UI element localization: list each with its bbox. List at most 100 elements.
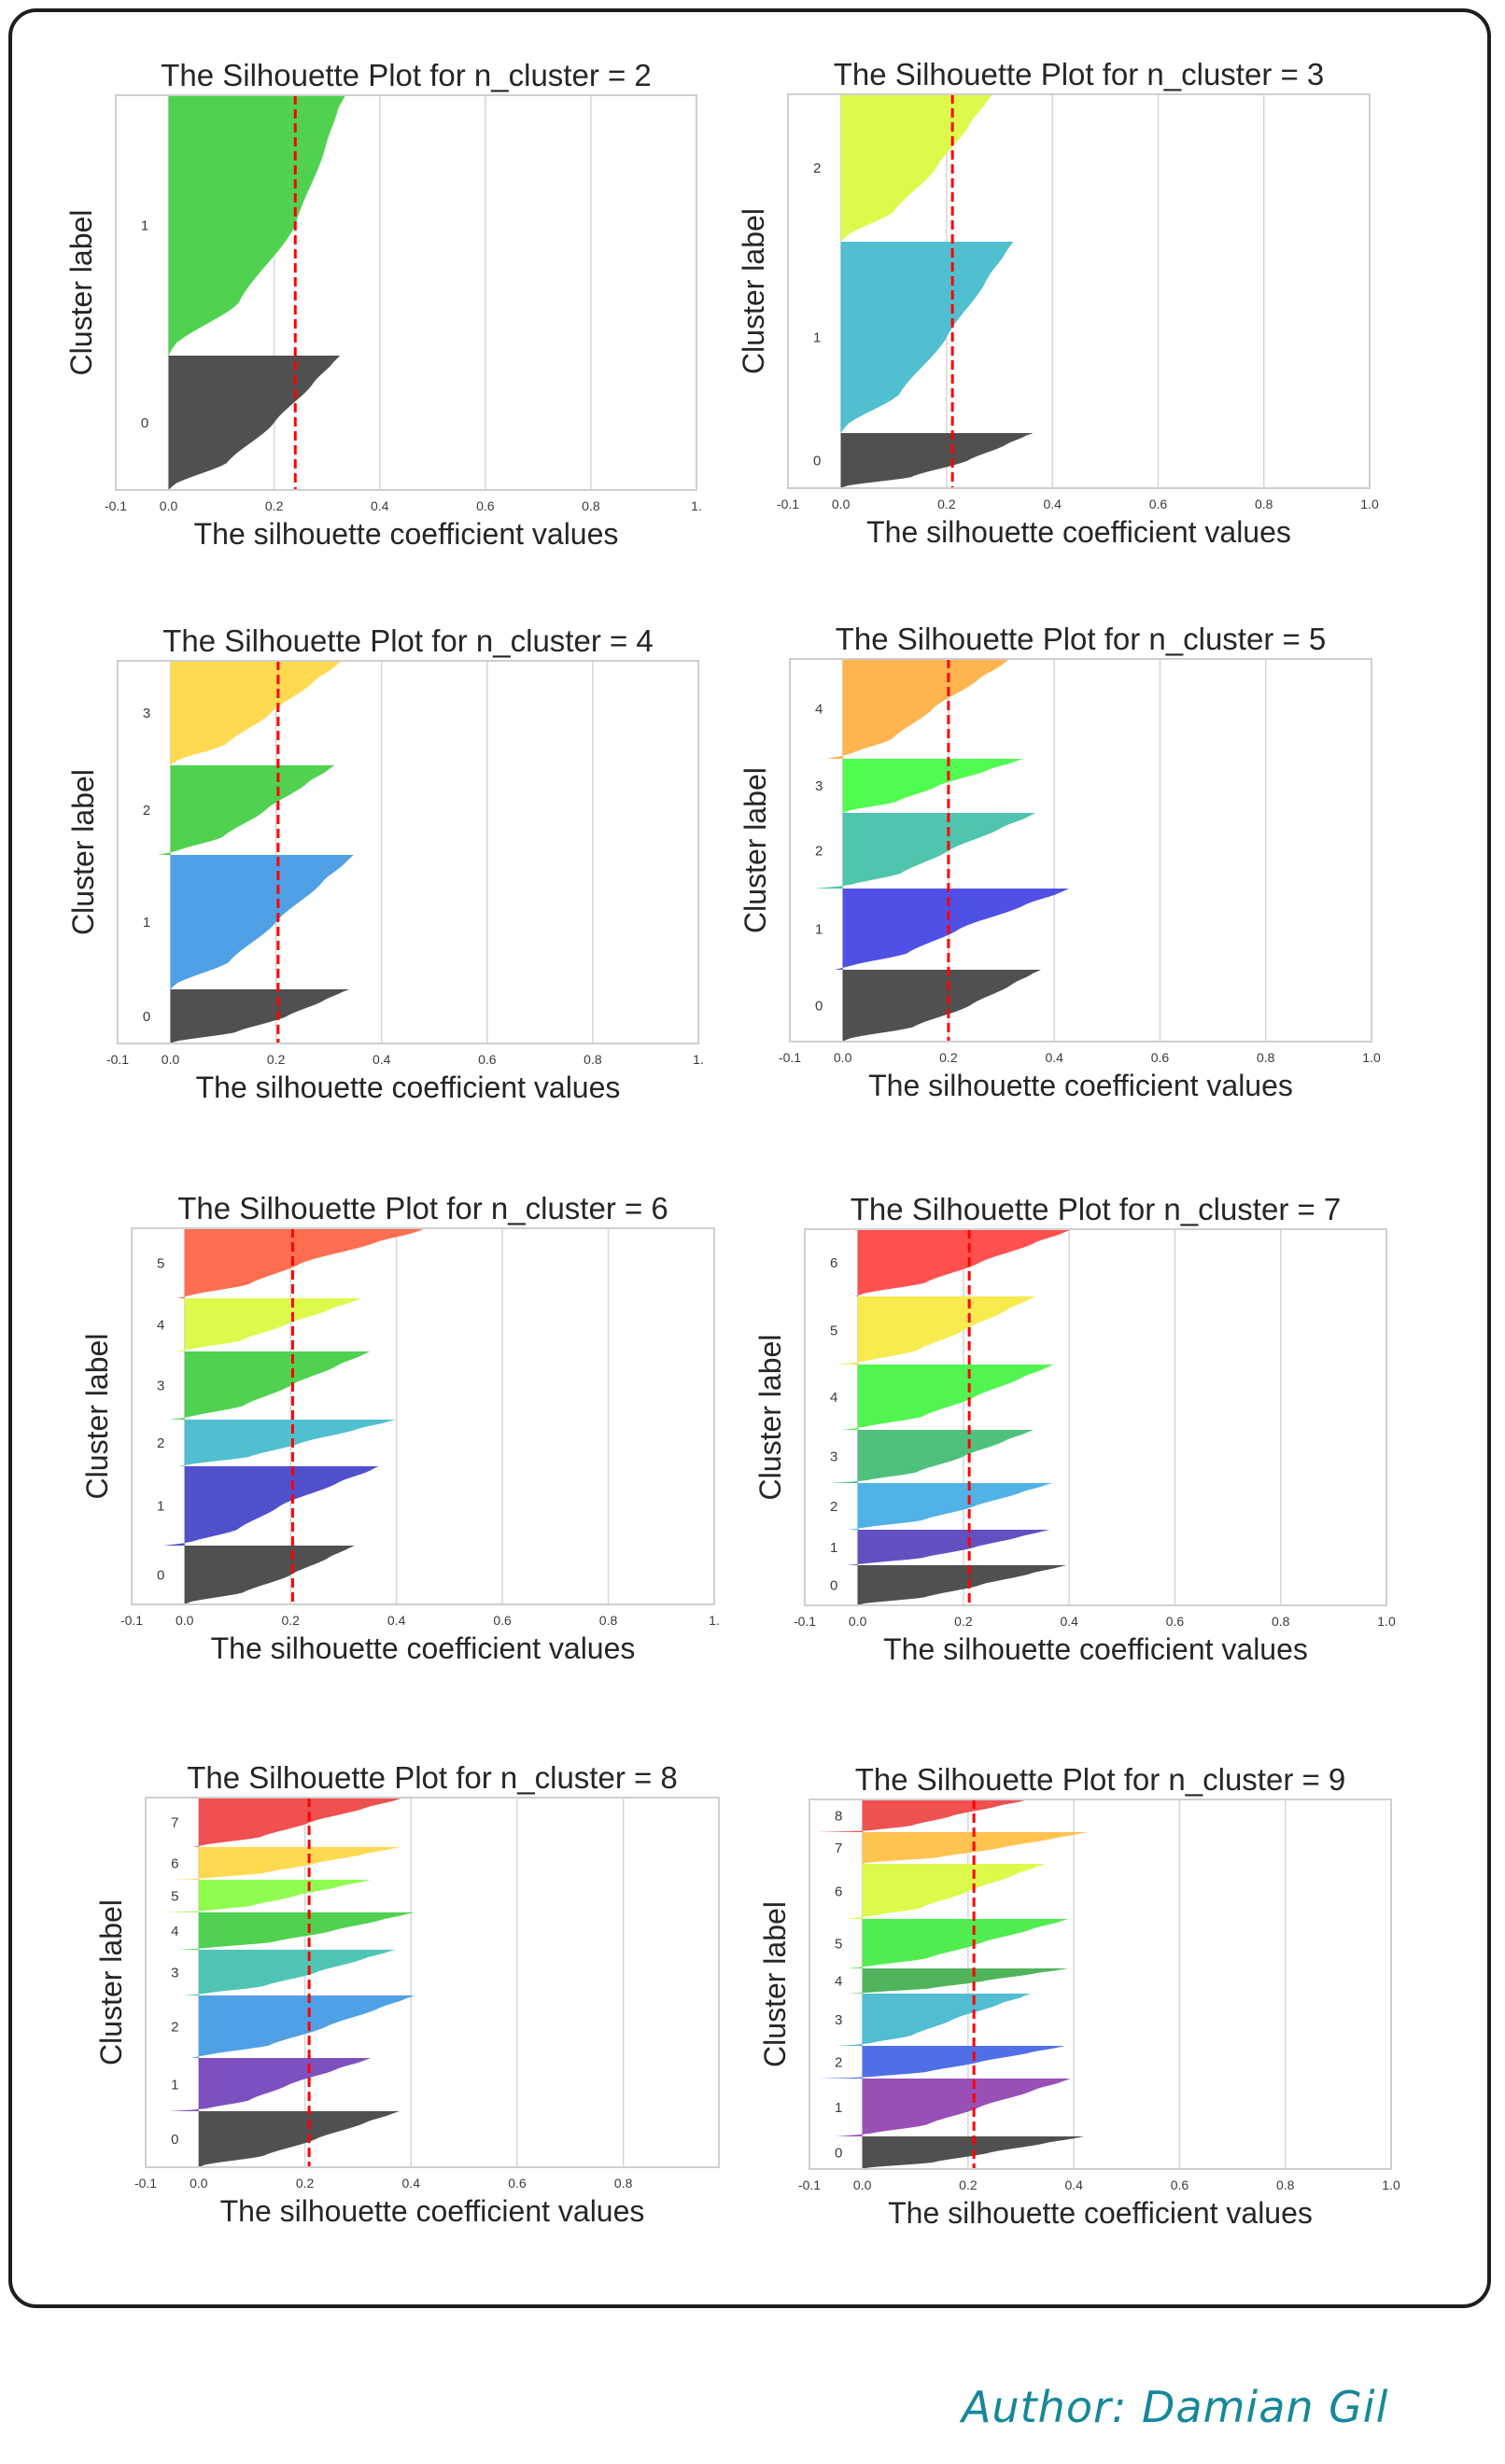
- cluster-silhouette-3: [836, 1994, 1031, 2046]
- cluster-label: 6: [835, 1884, 842, 1900]
- x-axis-label: The silhouette coefficient values: [866, 515, 1291, 549]
- cluster-silhouette-4: [174, 1298, 362, 1351]
- cluster-label: 5: [157, 1256, 164, 1272]
- y-axis-label: Cluster label: [753, 1335, 787, 1501]
- x-tick-label: 0.6: [478, 1052, 497, 1067]
- cluster-silhouette-7: [192, 1798, 404, 1847]
- x-tick-label: 0.2: [954, 1614, 973, 1629]
- cluster-label: 0: [815, 999, 823, 1015]
- cluster-silhouette-4: [177, 1912, 415, 1950]
- cluster-silhouette-5: [162, 1880, 372, 1912]
- cluster-label: 7: [835, 1841, 842, 1856]
- x-tick-label: 1.: [709, 1613, 720, 1628]
- cluster-label: 5: [830, 1323, 837, 1339]
- cluster-silhouette-5: [176, 1228, 427, 1298]
- silhouette-plot-n2: 0 1 -0.1 0.0 0.2 0.4 0.6 0.8 1. The Silhouette Pl…: [64, 58, 702, 551]
- cluster-silhouette-3: [169, 1351, 371, 1420]
- cluster-label: 4: [171, 1924, 178, 1939]
- y-axis-label: Cluster label: [94, 1899, 128, 2065]
- x-tick-label: 0.6: [476, 498, 495, 513]
- cluster-silhouette-1: [170, 855, 354, 989]
- x-tick-label: 1.0: [1360, 497, 1379, 511]
- x-tick-label: -0.1: [798, 2177, 821, 2192]
- x-tick-label: 0.6: [1166, 1614, 1185, 1629]
- axes-frame: [131, 1227, 715, 1605]
- cluster-label: 5: [835, 1937, 842, 1953]
- x-tick-label: 0.0: [834, 1050, 852, 1065]
- y-axis-label: Cluster label: [64, 210, 98, 376]
- cluster-silhouette-5: [846, 1919, 1069, 1968]
- x-tick-label: 0.0: [162, 1052, 180, 1067]
- cluster-label: 1: [830, 1540, 837, 1556]
- x-tick-label: 0.2: [281, 1613, 300, 1628]
- cluster-silhouette-0: [168, 356, 341, 490]
- cluster-label: 4: [835, 1974, 842, 1990]
- plot-title: The Silhouette Plot for n_cluster = 6: [177, 1191, 668, 1225]
- cluster-silhouette-3: [183, 1950, 396, 1995]
- cluster-silhouette-3: [829, 1430, 1034, 1483]
- silhouette-plot-n9: 0 1 2 3 4 5 6 7 8 -0.1 0.0 0.2 0.4 0.6 0.8 1.0 The Silho…: [758, 1762, 1400, 2230]
- x-tick-label: 0.2: [267, 1052, 286, 1067]
- x-axis-label: The silhouette coefficient values: [220, 2194, 645, 2228]
- y-axis-label: Cluster label: [737, 208, 770, 374]
- x-tick-label: 0.4: [1064, 2177, 1083, 2192]
- x-tick-label: -0.1: [777, 497, 799, 511]
- cluster-silhouette-3: [170, 661, 343, 765]
- x-tick-label: -0.1: [779, 1050, 801, 1065]
- plot-title: The Silhouette Plot for n_cluster = 2: [161, 58, 652, 92]
- x-axis-label: The silhouette coefficient values: [196, 1071, 621, 1104]
- cluster-label: 2: [813, 161, 821, 176]
- cluster-silhouette-6: [854, 1229, 1073, 1296]
- cluster-silhouette-0: [859, 2136, 1085, 2169]
- x-tick-label: 0.0: [832, 497, 851, 511]
- cluster-label: 1: [835, 2100, 842, 2116]
- plot-title: The Silhouette Plot for n_cluster = 4: [162, 623, 654, 658]
- x-tick-label: 0.0: [853, 2177, 872, 2192]
- cluster-label: 1: [813, 330, 821, 346]
- cluster-label: 3: [143, 706, 150, 721]
- x-tick-label: 0.2: [265, 498, 284, 513]
- cluster-label: 1: [815, 922, 823, 938]
- x-tick-label: 0.0: [176, 1613, 194, 1628]
- silhouette-plot-n5: 0 1 2 3 4 -0.1 0.0 0.2 0.4 0.6 0.8 1.0 The Silhouett…: [738, 622, 1381, 1102]
- cluster-label: 2: [171, 2020, 178, 2036]
- silhouette-plot-n4: 0 1 2 3 -0.1 0.0 0.2 0.4 0.6 0.8 1. The Silhouette …: [66, 623, 704, 1104]
- cluster-label: 2: [835, 2055, 842, 2071]
- cluster-label: 3: [157, 1379, 164, 1394]
- cluster-silhouette-2: [813, 813, 1036, 889]
- cluster-silhouette-8: [814, 1799, 1029, 1832]
- silhouette-plot-n6: 0 1 2 3 4 5 -0.1 0.0 0.2 0.4 0.6 0.8 1. The Silhouett…: [80, 1191, 720, 1665]
- cluster-silhouette-0: [857, 1565, 1067, 1605]
- x-tick-label: 0.4: [387, 1613, 406, 1628]
- plot-title: The Silhouette Plot for n_cluster = 5: [836, 622, 1327, 656]
- silhouette-plot-n3: 0 1 2 -0.1 0.0 0.2 0.4 0.6 0.8 1.0 The Silhouette …: [737, 57, 1379, 549]
- x-tick-label: 0.4: [371, 498, 389, 513]
- plot-area: [132, 1228, 714, 1604]
- x-tick-label: 0.2: [296, 2176, 315, 2191]
- cluster-label: 2: [830, 1499, 837, 1515]
- x-tick-label: -0.1: [134, 2176, 157, 2191]
- x-tick-label: 0.6: [1149, 497, 1168, 511]
- cluster-silhouette-4: [848, 1968, 1069, 1994]
- x-tick-label: 0.4: [402, 2176, 421, 2191]
- x-tick-label: 0.8: [1257, 1050, 1275, 1065]
- axes-frame: [117, 660, 699, 1044]
- cluster-label: 2: [815, 844, 823, 860]
- x-tick-label: -0.1: [106, 1052, 129, 1067]
- cluster-silhouette-0: [198, 2111, 400, 2167]
- cluster-silhouette-1: [168, 2058, 372, 2111]
- cluster-label: 0: [835, 2146, 842, 2162]
- x-tick-label: -0.1: [120, 1613, 143, 1628]
- cluster-label: 6: [830, 1255, 837, 1271]
- cluster-label: 4: [815, 702, 823, 718]
- cluster-silhouette-6: [172, 1847, 401, 1880]
- plot-title: The Silhouette Plot for n_cluster = 9: [855, 1762, 1346, 1797]
- cluster-label: 8: [835, 1809, 842, 1825]
- cluster-silhouette-2: [840, 94, 993, 242]
- x-tick-label: 1.0: [1382, 2177, 1400, 2192]
- x-tick-label: 0.2: [939, 1050, 958, 1065]
- x-axis-label: The silhouette coefficient values: [888, 2196, 1313, 2230]
- x-tick-label: 0.8: [582, 498, 600, 513]
- cluster-silhouette-2: [158, 765, 335, 855]
